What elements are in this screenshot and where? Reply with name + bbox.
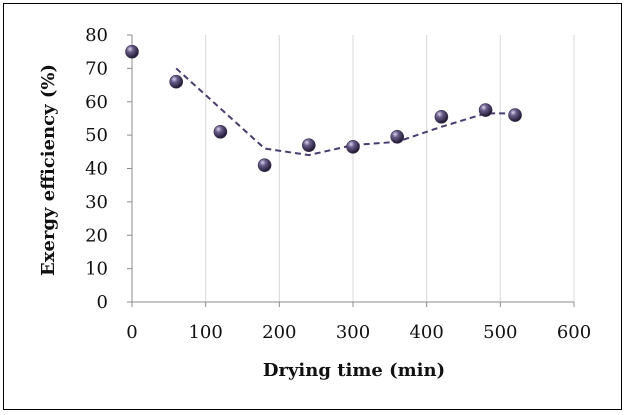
x-tick-label-300: 300 bbox=[336, 322, 370, 343]
chart-frame bbox=[3, 3, 622, 410]
x-tick-label-100: 100 bbox=[188, 322, 222, 343]
data-point-240 bbox=[301, 138, 316, 152]
data-point-120 bbox=[213, 124, 228, 139]
y-tick-label-80: 80 bbox=[85, 25, 108, 46]
y-tick-label-70: 70 bbox=[85, 58, 108, 79]
data-point-0 bbox=[125, 44, 139, 59]
y-tick-label-50: 50 bbox=[85, 125, 108, 146]
data-point-480 bbox=[478, 103, 493, 117]
axes bbox=[127, 34, 575, 307]
y-axis-title: Exergy efficiency (%) bbox=[38, 64, 59, 276]
grid-lines bbox=[205, 35, 575, 302]
data-point-420 bbox=[434, 109, 449, 124]
data-point-360 bbox=[390, 129, 405, 144]
data-point-60 bbox=[169, 74, 183, 89]
y-tick-label-20: 20 bbox=[85, 225, 108, 246]
data-point-180 bbox=[257, 158, 272, 172]
y-tick-label-0: 0 bbox=[97, 292, 108, 313]
trend-line-group bbox=[175, 67, 516, 157]
x-tick-label-500: 500 bbox=[483, 322, 517, 343]
x-tick-label-400: 400 bbox=[409, 322, 443, 343]
y-tick-label-60: 60 bbox=[85, 92, 108, 113]
y-tick-label-40: 40 bbox=[85, 159, 108, 180]
data-points bbox=[125, 44, 522, 172]
y-tick-label-30: 30 bbox=[85, 192, 108, 213]
x-tick-label-600: 600 bbox=[557, 322, 591, 343]
x-tick-label-0: 0 bbox=[126, 322, 137, 343]
trend-line bbox=[175, 67, 516, 157]
data-point-300 bbox=[346, 140, 360, 154]
x-tick-label-200: 200 bbox=[262, 322, 296, 343]
tick-labels: 0 10 20 30 40 50 60 70 80 0 100 200 300 400 500 600 bbox=[85, 25, 591, 343]
x-axis-title: Drying time (min) bbox=[263, 360, 445, 381]
y-tick-label-10: 10 bbox=[85, 259, 108, 280]
data-point-520 bbox=[508, 108, 522, 122]
